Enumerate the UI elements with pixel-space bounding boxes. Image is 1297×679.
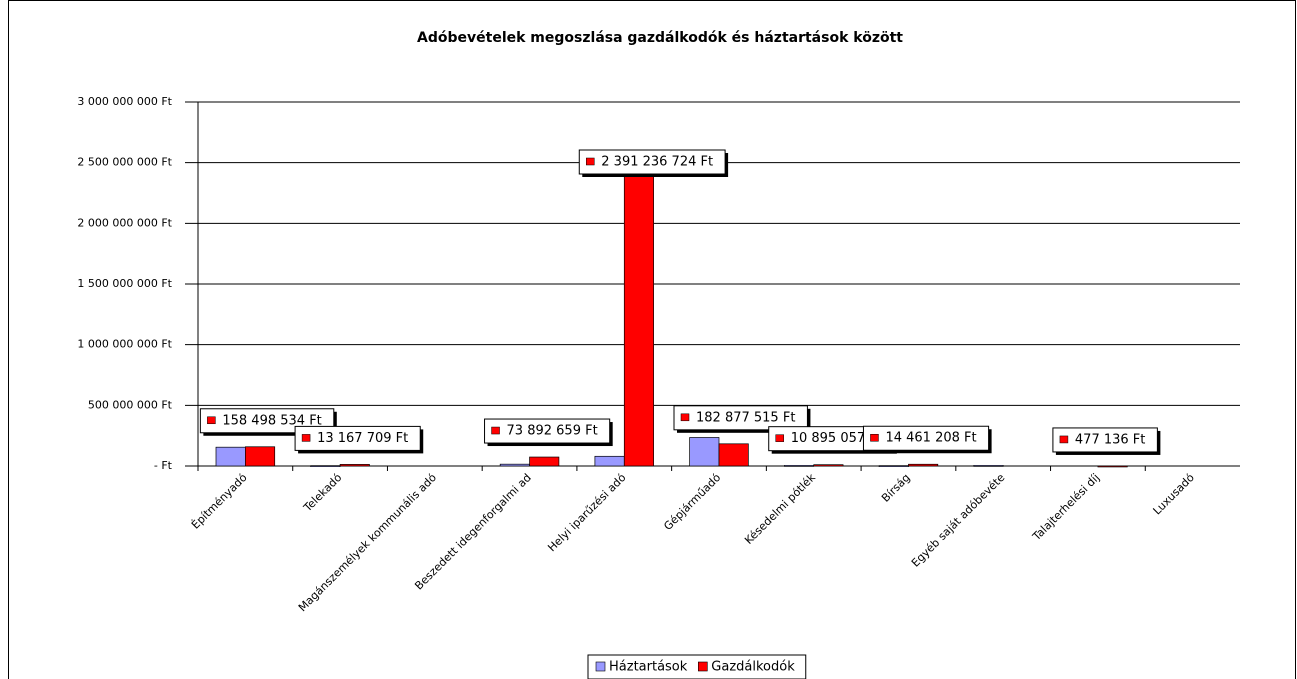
legend: Háztartások Gazdálkodók <box>587 654 807 679</box>
data-label-box <box>673 405 808 431</box>
chart-title: Adóbevételek megoszlása gazdálkodók és h… <box>417 30 903 46</box>
data-label-text: 158 498 534 Ft <box>222 413 321 428</box>
legend-key <box>595 661 606 672</box>
bar <box>623 175 654 467</box>
bar <box>1097 465 1128 468</box>
data-label: 182 877 515 Ft <box>673 405 811 433</box>
bar <box>310 465 341 467</box>
data-label-box <box>578 149 726 175</box>
legend-box <box>587 654 807 679</box>
bar <box>973 465 1004 467</box>
data-label-text: 2 391 236 724 Ft <box>601 155 713 170</box>
data-label: 13 167 709 Ft <box>294 425 424 454</box>
bar <box>529 456 560 467</box>
data-label-key <box>680 413 690 422</box>
y-tick-label: 2 500 000 000 Ft <box>77 156 172 169</box>
bar <box>245 446 276 467</box>
legend-label: Háztartások <box>609 660 688 675</box>
bar <box>908 463 939 467</box>
data-label: 73 892 659 Ft <box>484 418 613 447</box>
bar <box>499 463 530 467</box>
bar <box>878 465 909 467</box>
data-label-box <box>484 418 611 444</box>
data-label: 14 461 208 Ft <box>862 425 992 454</box>
data-label-box <box>1052 427 1158 453</box>
data-label-key <box>1059 435 1069 444</box>
y-tick-label: - Ft <box>154 459 173 472</box>
bar <box>784 465 815 467</box>
data-label-text: 13 167 709 Ft <box>317 431 408 446</box>
data-label-key <box>491 426 500 435</box>
data-label: 477 136 Ft <box>1052 427 1161 455</box>
y-tick-label: 500 000 000 Ft <box>88 398 173 411</box>
legend-label: Gazdálkodók <box>711 660 795 675</box>
data-label-box <box>294 425 421 451</box>
bar <box>594 455 625 467</box>
y-tick-label: 3 000 000 000 Ft <box>77 95 172 108</box>
bar <box>689 437 720 467</box>
y-tick-label: 2 000 000 000 Ft <box>77 216 172 229</box>
data-label-key <box>207 416 216 425</box>
data-label: 2 391 236 724 Ft <box>578 149 729 177</box>
data-label-key <box>301 434 311 442</box>
y-tick-label: 1 000 000 000 Ft <box>77 338 172 351</box>
data-label-text: 477 136 Ft <box>1075 432 1145 447</box>
bar <box>215 446 246 467</box>
data-label-text: 14 461 208 Ft <box>885 431 976 446</box>
bar <box>339 464 370 467</box>
data-label-box <box>862 425 990 451</box>
data-label-text: 10 895 057 Ft <box>791 431 882 446</box>
data-label-text: 73 892 659 Ft <box>507 424 598 439</box>
legend-key <box>697 661 708 672</box>
data-label-text: 182 877 515 Ft <box>696 410 795 425</box>
bar <box>718 443 749 467</box>
data-label-key <box>586 157 595 166</box>
data-label-key <box>870 433 879 442</box>
data-label: 158 498 534 Ft <box>199 408 337 436</box>
bar <box>813 464 844 467</box>
y-tick-label: 1 500 000 000 Ft <box>77 277 172 290</box>
data-label-key <box>775 434 784 442</box>
